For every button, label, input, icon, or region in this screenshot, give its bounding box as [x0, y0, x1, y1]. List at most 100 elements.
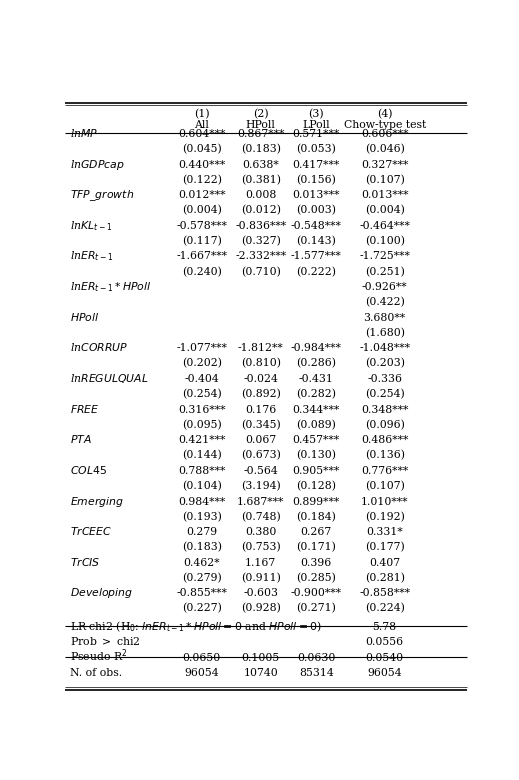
- Text: 0.008: 0.008: [245, 190, 277, 200]
- Text: (0.004): (0.004): [182, 205, 222, 215]
- Text: (0.096): (0.096): [365, 420, 405, 430]
- Text: (0.192): (0.192): [365, 512, 405, 522]
- Text: $TrCEEC$: $TrCEEC$: [70, 525, 112, 537]
- Text: (0.240): (0.240): [182, 267, 222, 277]
- Text: -1.812**: -1.812**: [238, 343, 284, 353]
- Text: (0.100): (0.100): [365, 236, 405, 246]
- Text: (0.286): (0.286): [296, 358, 336, 369]
- Text: (0.381): (0.381): [241, 175, 281, 185]
- Text: $COL45$: $COL45$: [70, 464, 107, 476]
- Text: $PTA$: $PTA$: [70, 433, 92, 445]
- Text: LR chi2 (H$_0$: $lnER_{t-1}*HPoll=0$ and $HPoll=0$): LR chi2 (H$_0$: $lnER_{t-1}*HPoll=0$ and…: [70, 619, 322, 634]
- Text: (0.193): (0.193): [182, 512, 222, 522]
- Text: 0.0540: 0.0540: [365, 653, 404, 663]
- Text: 0.0630: 0.0630: [297, 653, 335, 663]
- Text: 0.638*: 0.638*: [242, 160, 279, 169]
- Text: (0.143): (0.143): [296, 236, 336, 246]
- Text: (3): (3): [308, 109, 324, 119]
- Text: 0.348***: 0.348***: [361, 405, 408, 415]
- Text: (0.202): (0.202): [182, 358, 222, 369]
- Text: 0.407: 0.407: [369, 558, 400, 568]
- Text: (0.177): (0.177): [365, 542, 404, 552]
- Text: (0.117): (0.117): [182, 236, 222, 246]
- Text: Prob $>$ chi2: Prob $>$ chi2: [70, 636, 141, 647]
- Text: (0.012): (0.012): [241, 205, 281, 215]
- Text: $HPoll$: $HPoll$: [70, 310, 100, 323]
- Text: 0.279: 0.279: [186, 527, 217, 537]
- Text: (0.203): (0.203): [365, 358, 405, 369]
- Text: -0.836***: -0.836***: [235, 221, 286, 231]
- Text: (0.224): (0.224): [365, 604, 405, 614]
- Text: (0.095): (0.095): [182, 420, 222, 430]
- Text: 0.984***: 0.984***: [178, 497, 225, 506]
- Text: (0.279): (0.279): [182, 573, 222, 583]
- Text: -0.578***: -0.578***: [176, 221, 227, 231]
- Text: -0.603: -0.603: [243, 588, 278, 598]
- Text: 0.267: 0.267: [301, 527, 332, 537]
- Text: $Emerging$: $Emerging$: [70, 495, 124, 509]
- Text: -1.048***: -1.048***: [359, 343, 410, 353]
- Text: (0.156): (0.156): [296, 175, 336, 185]
- Text: 0.327***: 0.327***: [361, 160, 408, 169]
- Text: 3.680**: 3.680**: [364, 313, 406, 323]
- Text: (0.748): (0.748): [241, 512, 281, 522]
- Text: -1.077***: -1.077***: [176, 343, 227, 353]
- Text: -2.332***: -2.332***: [235, 251, 286, 261]
- Text: 0.905***: 0.905***: [293, 466, 340, 476]
- Text: 0.571***: 0.571***: [293, 129, 340, 139]
- Text: -0.900***: -0.900***: [291, 588, 342, 598]
- Text: LPoll: LPoll: [303, 120, 330, 130]
- Text: 0.176: 0.176: [245, 405, 277, 415]
- Text: (0.673): (0.673): [241, 450, 281, 460]
- Text: -0.564: -0.564: [243, 466, 278, 476]
- Text: 0.457***: 0.457***: [293, 435, 340, 445]
- Text: 0.1005: 0.1005: [242, 653, 280, 663]
- Text: (0.251): (0.251): [365, 267, 405, 277]
- Text: 0.0650: 0.0650: [183, 653, 221, 663]
- Text: 0.788***: 0.788***: [178, 466, 225, 476]
- Text: -0.926**: -0.926**: [362, 282, 407, 292]
- Text: (0.422): (0.422): [365, 297, 405, 307]
- Text: All: All: [194, 120, 209, 130]
- Text: (1): (1): [194, 109, 210, 119]
- Text: 1.687***: 1.687***: [237, 497, 284, 506]
- Text: ln$MP$: ln$MP$: [70, 127, 99, 139]
- Text: -0.336: -0.336: [367, 374, 402, 384]
- Text: (0.345): (0.345): [241, 420, 281, 430]
- Text: (0.271): (0.271): [296, 604, 336, 614]
- Text: (0.184): (0.184): [296, 512, 336, 522]
- Text: 0.421***: 0.421***: [178, 435, 225, 445]
- Text: 0.316***: 0.316***: [178, 405, 225, 415]
- Text: $TrCIS$: $TrCIS$: [70, 556, 101, 568]
- Text: 0.344***: 0.344***: [293, 405, 340, 415]
- Text: (0.045): (0.045): [182, 144, 222, 154]
- Text: (0.254): (0.254): [365, 389, 404, 399]
- Text: -0.431: -0.431: [299, 374, 334, 384]
- Text: 1.010***: 1.010***: [361, 497, 408, 506]
- Text: -0.024: -0.024: [243, 374, 278, 384]
- Text: $TFP\_growth$: $TFP\_growth$: [70, 188, 134, 203]
- Text: 0.417***: 0.417***: [293, 160, 340, 169]
- Text: 0.012***: 0.012***: [178, 190, 225, 200]
- Text: ln$ER_{t-1}$: ln$ER_{t-1}$: [70, 250, 114, 264]
- Text: (0.281): (0.281): [365, 573, 405, 583]
- Text: (0.254): (0.254): [182, 389, 222, 399]
- Text: (0.128): (0.128): [296, 481, 336, 491]
- Text: 96054: 96054: [367, 668, 402, 678]
- Text: (0.107): (0.107): [365, 481, 405, 491]
- Text: (0.136): (0.136): [365, 450, 405, 460]
- Text: -1.725***: -1.725***: [359, 251, 410, 261]
- Text: 0.013***: 0.013***: [361, 190, 408, 200]
- Text: 0.0556: 0.0556: [365, 637, 404, 647]
- Text: (3.194): (3.194): [241, 481, 281, 491]
- Text: 5.78: 5.78: [373, 622, 397, 632]
- Text: 0.867***: 0.867***: [237, 129, 284, 139]
- Text: -0.984***: -0.984***: [291, 343, 342, 353]
- Text: (0.911): (0.911): [241, 573, 281, 583]
- Text: (0.227): (0.227): [182, 604, 222, 614]
- Text: 0.396: 0.396: [301, 558, 332, 568]
- Text: ln$REGULQUAL$: ln$REGULQUAL$: [70, 372, 149, 385]
- Text: (0.282): (0.282): [296, 389, 336, 399]
- Text: (0.053): (0.053): [296, 144, 336, 154]
- Text: (0.171): (0.171): [296, 542, 336, 552]
